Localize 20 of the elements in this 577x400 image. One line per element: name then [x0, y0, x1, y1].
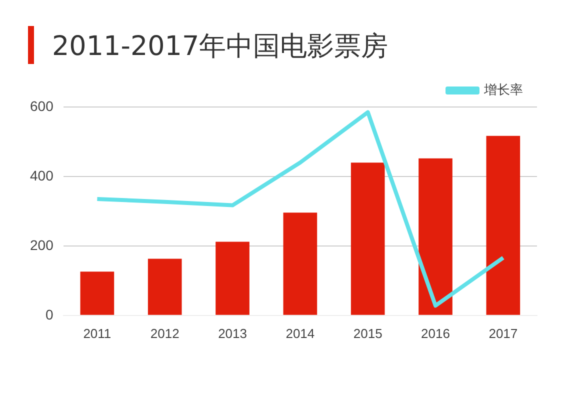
bar	[418, 158, 452, 315]
y-tick-label: 0	[46, 306, 54, 322]
bar	[283, 212, 318, 315]
legend-label: 增长率	[483, 82, 523, 98]
bar	[148, 258, 182, 315]
bar	[350, 162, 385, 315]
bar	[80, 272, 114, 315]
y-tick-label: 600	[30, 98, 54, 114]
x-tick-label: 2012	[150, 326, 180, 341]
x-tick-label: 2016	[421, 326, 450, 341]
x-tick-label: 2014	[286, 326, 315, 341]
bar	[216, 242, 250, 315]
x-tick-label: 2013	[218, 326, 247, 341]
x-tick-label: 2011	[83, 326, 112, 341]
bar	[486, 136, 520, 315]
x-tick-label: 2017	[488, 326, 518, 341]
x-tick-label: 2015	[353, 326, 382, 341]
chart-title: 2011-2017年中国电影票房	[52, 30, 388, 64]
y-tick-label: 200	[30, 236, 54, 253]
y-tick-label: 400	[30, 167, 54, 184]
